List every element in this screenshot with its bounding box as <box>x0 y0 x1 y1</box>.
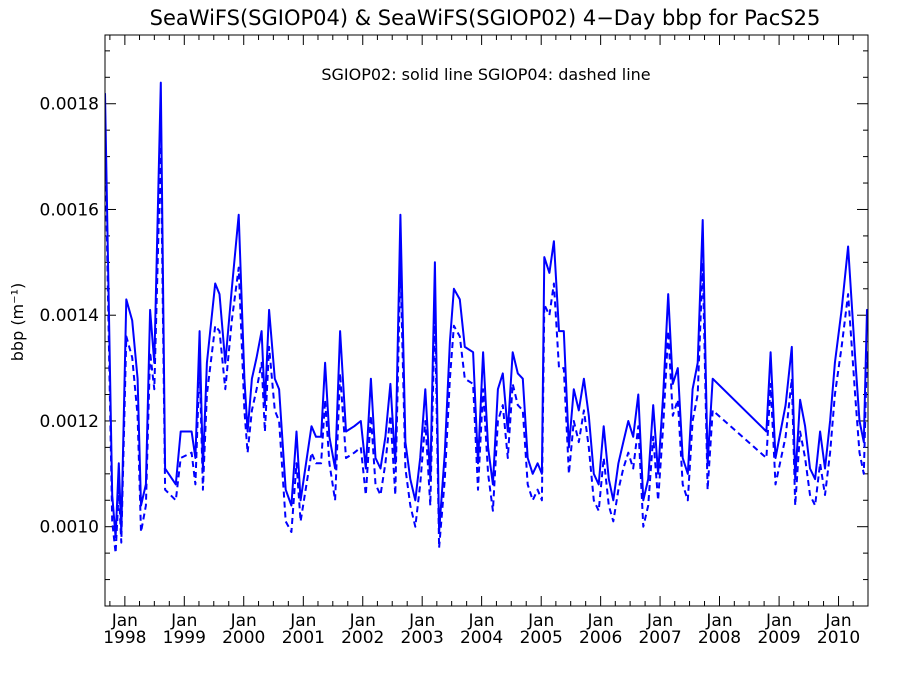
x-tick-label-month: Jan <box>170 611 197 631</box>
x-tick-label-month: Jan <box>408 611 435 631</box>
x-tick-label-year: 2004 <box>460 628 503 648</box>
x-tick-label-year: 2010 <box>817 628 860 648</box>
x-tick-label-year: 2001 <box>282 628 325 648</box>
y-tick-label: 0.0012 <box>40 412 99 432</box>
x-tick-label-year: 2009 <box>757 628 800 648</box>
x-tick-label-month: Jan <box>765 611 792 631</box>
y-tick-label: 0.0010 <box>40 518 99 538</box>
x-tick-label-year: 1998 <box>103 628 146 648</box>
x-tick-label-month: Jan <box>468 611 495 631</box>
y-tick-label: 0.0014 <box>40 306 99 326</box>
x-tick-label-month: Jan <box>587 611 614 631</box>
chart-title: SeaWiFS(SGIOP04) & SeaWiFS(SGIOP02) 4−Da… <box>150 6 821 30</box>
x-tick-label-month: Jan <box>824 611 851 631</box>
legend-annotation: SGIOP02: solid line SGIOP04: dashed line <box>321 65 650 84</box>
x-tick-label-month: Jan <box>349 611 376 631</box>
x-tick-label-year: 2000 <box>222 628 265 648</box>
x-tick-label-year: 2003 <box>401 628 444 648</box>
series-layer <box>105 81 868 555</box>
series-line-dashed <box>105 135 868 555</box>
x-tick-label-year: 2007 <box>638 628 681 648</box>
x-tick-label-month: Jan <box>289 611 316 631</box>
x-tick-label-year: 2005 <box>520 628 563 648</box>
y-tick-label: 0.0018 <box>40 95 99 115</box>
x-tick-label-month: Jan <box>527 611 554 631</box>
y-axis: 0.0010 0.0012 0.0014 0.0016 0.0018 <box>40 50 868 581</box>
x-tick-label-year: 2006 <box>579 628 622 648</box>
y-tick-label: 0.0016 <box>40 200 99 220</box>
x-tick-label-month: Jan <box>705 611 732 631</box>
series-line-solid <box>105 81 868 539</box>
y-axis-title: bbp (m⁻¹) <box>8 283 27 361</box>
x-tick-label-year: 2008 <box>698 628 741 648</box>
x-tick-label-month: Jan <box>230 611 257 631</box>
x-axis: Jan1998Jan1999Jan2000Jan2001Jan2002Jan20… <box>103 35 860 648</box>
x-tick-label-year: 2002 <box>341 628 384 648</box>
x-tick-label-month: Jan <box>646 611 673 631</box>
x-tick-label-month: Jan <box>111 611 138 631</box>
plot-frame <box>104 34 869 607</box>
x-tick-label-year: 1999 <box>163 628 206 648</box>
